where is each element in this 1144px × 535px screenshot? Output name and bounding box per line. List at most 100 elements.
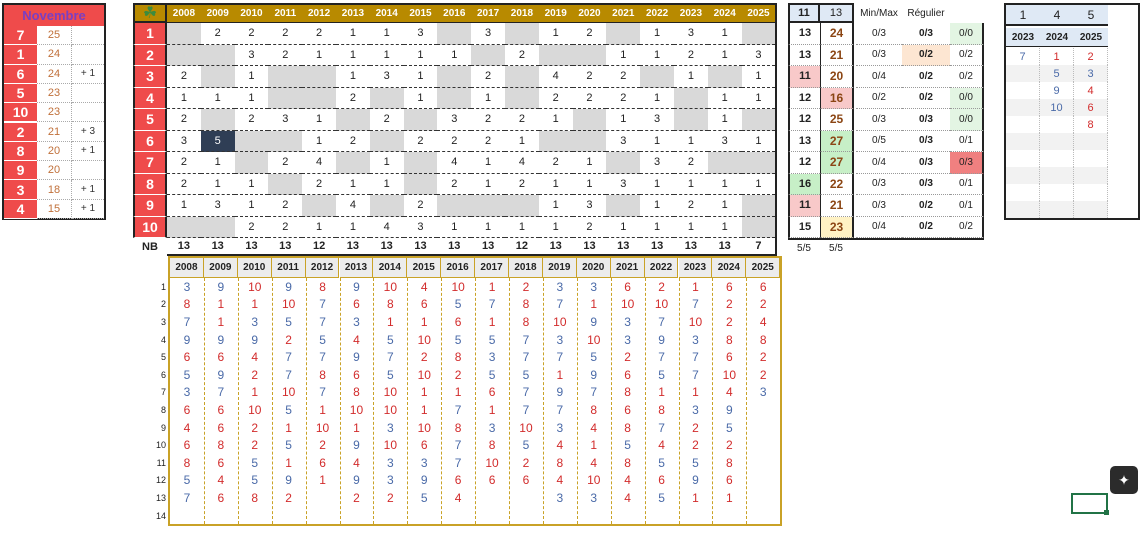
nb-extra: 5/5	[797, 242, 811, 254]
bottom-cell: 9	[658, 332, 665, 347]
grid-cell: 1	[336, 44, 370, 66]
grid-cell	[471, 195, 505, 217]
grid-cell: 1	[302, 109, 336, 131]
left-row-bonus: + 1	[72, 142, 104, 162]
grid-cell: 1	[707, 173, 742, 195]
bottom-cell: 3	[488, 350, 496, 365]
bottom-cell: 5	[522, 367, 530, 382]
bottom-cell: 7	[556, 350, 564, 365]
minmax-label: Min/Max	[860, 7, 898, 19]
bottom-cell: 8	[183, 455, 191, 470]
bottom-cell	[170, 507, 204, 525]
bottom-year-header: 2024	[712, 258, 747, 278]
bottom-cell: 2	[251, 367, 259, 382]
bottom-cell: 2	[624, 350, 631, 365]
bottom-cell: 4	[353, 332, 360, 347]
copilot-button[interactable]: ✦	[1110, 466, 1138, 494]
left-row-bonus: + 1	[72, 65, 104, 84]
bottom-cell: 5	[251, 455, 259, 470]
year-header: 2023	[674, 3, 708, 23]
selection-handle[interactable]	[1104, 510, 1109, 515]
bottom-cell: 4	[624, 490, 631, 505]
nb-value: 13	[369, 238, 404, 256]
grid-cell: 1	[234, 195, 269, 217]
bottom-col-divider	[644, 278, 646, 525]
bottom-cell: 3	[386, 455, 394, 470]
bottom-cell: 8	[319, 279, 326, 294]
grid-cell	[505, 23, 539, 45]
bottom-cell: 7	[658, 350, 665, 365]
left-row-number: 8	[4, 141, 37, 162]
year-header: 2024	[707, 3, 742, 23]
right-cell	[1006, 82, 1040, 99]
grid-cell: 1	[437, 216, 472, 238]
bottom-cell: 9	[590, 367, 598, 382]
left-row-number: 3	[4, 180, 37, 200]
bottom-year-header: 2023	[678, 258, 713, 278]
grid-cell: 3	[640, 152, 674, 174]
bottom-cell: 3	[590, 490, 598, 505]
left-row-bonus: + 1	[72, 180, 104, 200]
bottom-cell: 5	[522, 438, 530, 453]
row-nb: 16	[788, 173, 820, 195]
bottom-cell	[407, 507, 441, 525]
left-row-count: 24	[37, 45, 72, 65]
bottom-cell: 2	[692, 420, 699, 435]
bottom-cell: 10	[349, 402, 364, 417]
bottom-cell: 5	[658, 367, 665, 382]
bottom-cell: 7	[454, 438, 462, 453]
bottom-cell: 5	[658, 490, 665, 505]
row-number: 1	[133, 23, 167, 45]
grid-cell: 1	[505, 130, 539, 152]
regulier-label: Régulier	[907, 7, 945, 19]
row-last: 0/3	[950, 152, 984, 174]
selected-cell[interactable]	[1071, 493, 1108, 514]
nb-value: 13	[471, 238, 505, 256]
bottom-cell: 6	[183, 350, 191, 365]
grid-cell: 1	[572, 173, 607, 195]
bottom-cell: 10	[248, 279, 262, 294]
bottom-cell: 2	[285, 490, 292, 505]
nb-value: 13	[268, 238, 303, 256]
bottom-row-label: 5	[160, 352, 166, 363]
row-regulier: 0/3	[902, 130, 950, 152]
bottom-cell	[340, 507, 374, 525]
bottom-cell: 1	[556, 367, 564, 382]
right-cell	[1006, 150, 1040, 167]
right-cell	[1040, 150, 1074, 167]
bottom-cell	[746, 489, 780, 507]
left-row-bonus: + 1	[72, 200, 104, 219]
row-nb: 13	[788, 23, 820, 45]
grid-cell: 2	[505, 44, 539, 66]
bottom-cell: 4	[556, 473, 564, 488]
bottom-cell: 5	[454, 297, 462, 312]
row-regulier: 0/3	[902, 152, 950, 174]
grid-cell: 3	[572, 195, 607, 217]
grid-cell	[369, 87, 404, 109]
bottom-cell	[475, 507, 509, 525]
bottom-cell	[238, 507, 272, 525]
bottom-cell: 10	[587, 332, 601, 347]
bottom-cell	[746, 436, 780, 454]
grid-cell	[437, 66, 472, 88]
row-total: 22	[820, 173, 854, 195]
nb-extra: 5/5	[829, 242, 843, 254]
bottom-cell: 6	[454, 314, 462, 329]
bottom-cell: 7	[386, 350, 394, 365]
row-nb: 12	[788, 109, 820, 131]
bottom-col-divider	[305, 278, 307, 525]
bottom-col-divider	[542, 278, 544, 525]
bottom-cell: 5	[183, 367, 191, 382]
left-row-bonus	[72, 45, 104, 65]
grid-cell: 1	[200, 173, 235, 195]
grid-cell: 1	[674, 173, 708, 195]
bottom-cell: 3	[624, 314, 631, 329]
grid-cell	[403, 109, 438, 131]
bottom-cell: 1	[420, 385, 428, 400]
nb-label: NB	[142, 241, 158, 253]
right-cell	[1006, 167, 1040, 184]
bottom-cell: 8	[522, 297, 530, 312]
grid-cell: 2	[572, 23, 607, 45]
bottom-col-divider	[373, 278, 375, 525]
bottom-cell: 2	[386, 490, 394, 505]
